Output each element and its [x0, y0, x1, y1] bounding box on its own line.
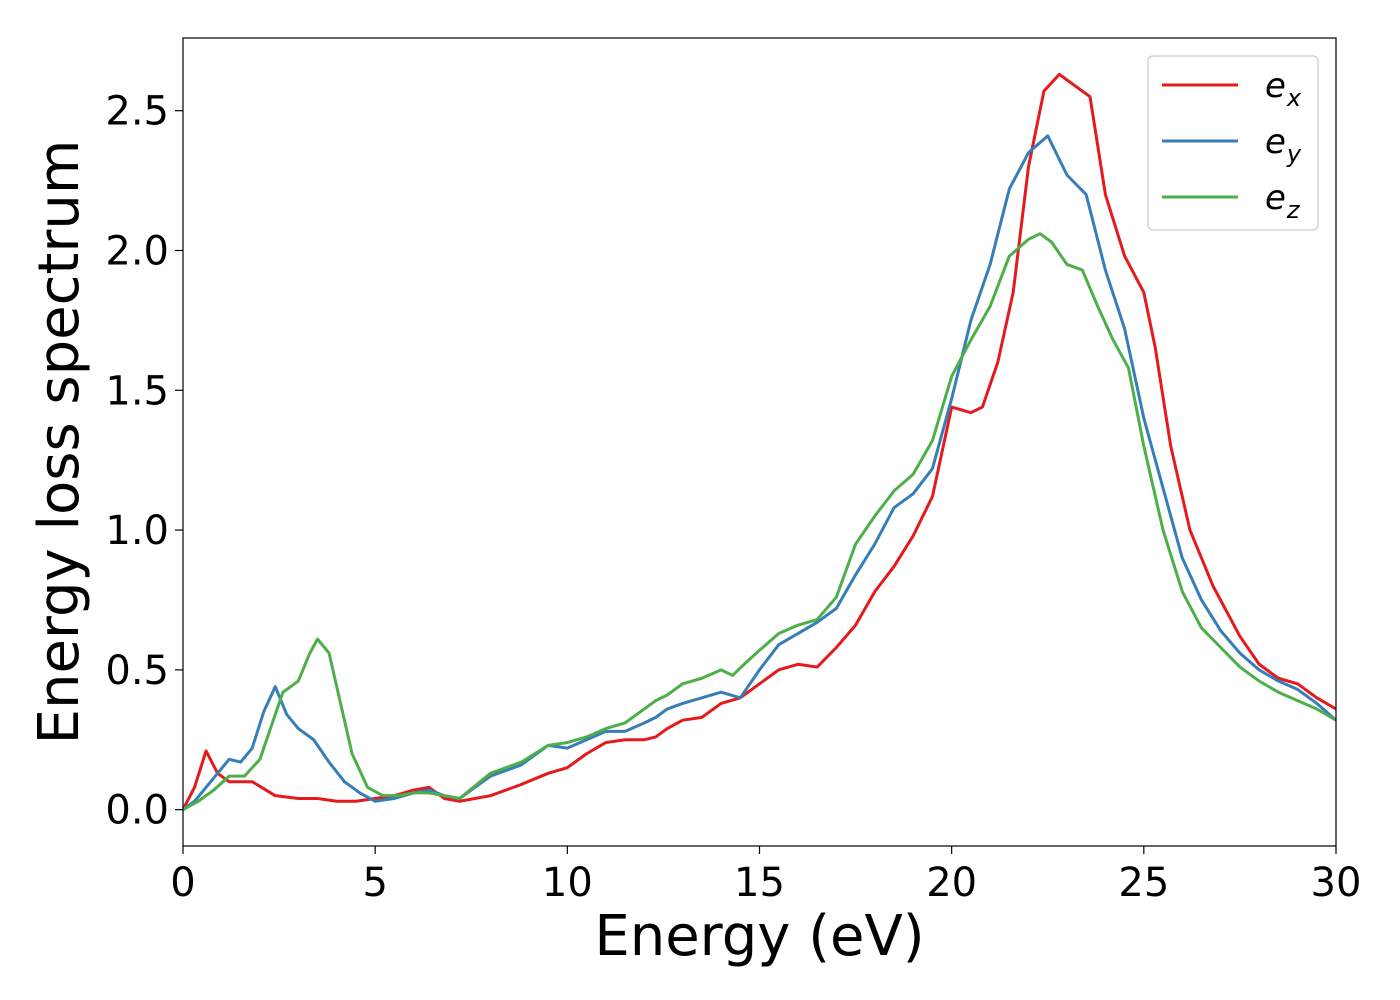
legend-label-x: ex	[1265, 66, 1302, 112]
x-axis: 0 5 10 15 20 25 30	[170, 846, 1361, 906]
y-tick-label: 1.0	[105, 508, 169, 554]
y-tick-label: 2.5	[105, 89, 169, 135]
x-tick-label: 30	[1311, 860, 1362, 906]
legend: ex ey ez	[1147, 55, 1319, 231]
x-tick-label: 15	[734, 860, 785, 906]
x-tick-label: 20	[926, 860, 977, 906]
y-axis: 0.0 0.5 1.0 1.5 2.0 2.5	[105, 89, 183, 834]
legend-label-y: ey	[1265, 122, 1302, 168]
x-tick-label: 5	[362, 860, 387, 906]
series-line-x	[183, 72, 1336, 812]
y-tick-label: 0.5	[105, 648, 169, 694]
y-tick-label: 1.5	[105, 368, 169, 414]
y-tick-label: 2.0	[105, 228, 169, 274]
x-axis-label: Energy (eV)	[594, 904, 924, 969]
x-tick-label: 25	[1118, 860, 1169, 906]
x-tick-label: 10	[542, 860, 593, 906]
series-line-y	[183, 134, 1336, 812]
x-tick-label: 0	[170, 860, 195, 906]
y-tick-label: 0.0	[105, 788, 169, 834]
series-line-z	[183, 232, 1336, 812]
y-axis-label: Energy loss spectrum	[27, 140, 92, 745]
legend-label-z: ez	[1265, 178, 1301, 224]
legend-box	[1147, 55, 1319, 231]
